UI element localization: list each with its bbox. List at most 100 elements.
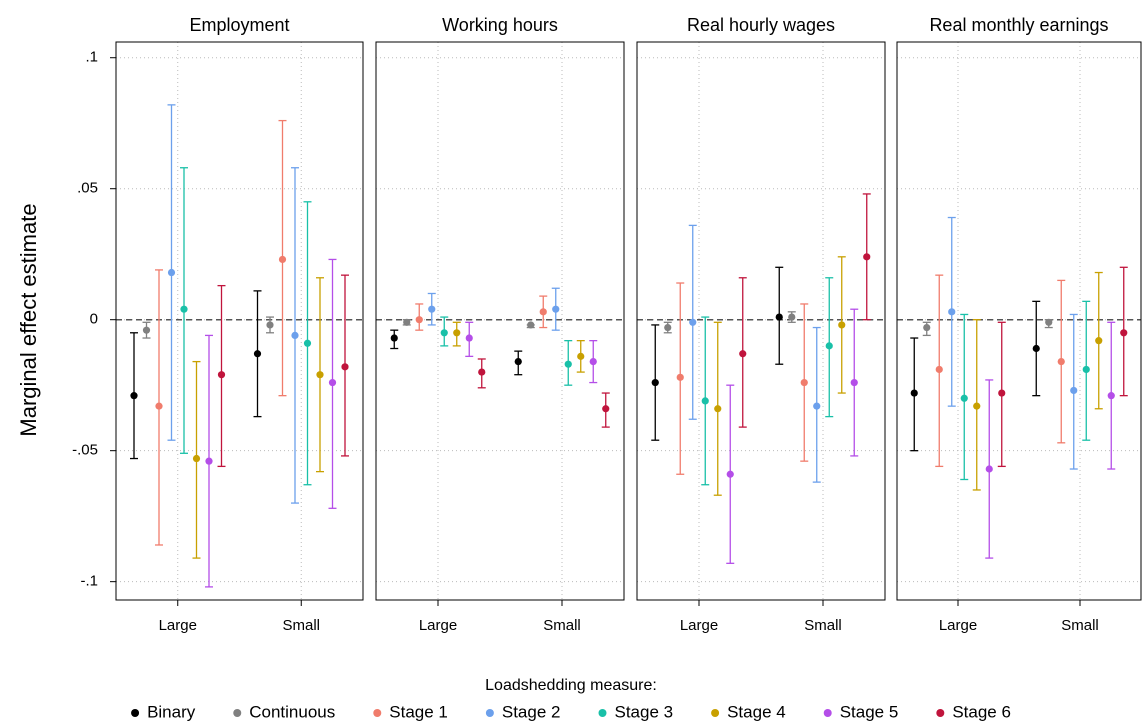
legend-marker bbox=[233, 709, 242, 717]
panel-title: Real monthly earnings bbox=[929, 15, 1108, 35]
point bbox=[328, 378, 337, 387]
panel-frame bbox=[115, 41, 364, 601]
point bbox=[415, 316, 423, 324]
panel-title: Real hourly wages bbox=[687, 15, 835, 35]
point bbox=[428, 305, 436, 313]
point bbox=[838, 321, 846, 329]
point bbox=[1107, 392, 1115, 400]
point bbox=[465, 334, 473, 342]
legend-label: Stage 2 bbox=[502, 702, 561, 721]
x-tick-label: Small bbox=[543, 617, 581, 634]
point bbox=[948, 308, 956, 316]
point bbox=[998, 389, 1006, 397]
point bbox=[192, 454, 201, 463]
point bbox=[291, 331, 299, 340]
panel-frame bbox=[375, 41, 625, 601]
y-tick-label: .05 bbox=[77, 180, 98, 197]
point bbox=[664, 323, 672, 332]
point bbox=[266, 321, 274, 329]
x-tick-label: Small bbox=[282, 617, 320, 634]
point bbox=[813, 402, 821, 410]
legend-marker bbox=[485, 709, 494, 717]
point bbox=[303, 339, 312, 347]
point bbox=[689, 318, 697, 326]
point bbox=[800, 378, 808, 387]
point bbox=[910, 389, 918, 397]
point bbox=[180, 305, 188, 313]
panel-frame bbox=[896, 41, 1142, 601]
x-tick-label: Large bbox=[159, 617, 197, 634]
legend-label: Stage 3 bbox=[614, 702, 673, 721]
legend-marker bbox=[373, 709, 382, 717]
legend-marker bbox=[131, 709, 140, 717]
point bbox=[453, 329, 461, 337]
point bbox=[714, 405, 722, 413]
y-tick-label: 0 bbox=[90, 311, 98, 328]
point bbox=[142, 326, 151, 334]
legend-marker bbox=[936, 709, 945, 717]
point bbox=[403, 318, 411, 326]
y-axis-label: Marginal effect estimate bbox=[16, 203, 41, 436]
point bbox=[130, 392, 138, 400]
legend-label: Stage 1 bbox=[389, 702, 448, 721]
point bbox=[985, 465, 993, 473]
point bbox=[960, 394, 968, 402]
point bbox=[155, 402, 163, 410]
point bbox=[514, 358, 522, 366]
x-tick-label: Large bbox=[680, 617, 718, 634]
point bbox=[589, 358, 597, 366]
y-tick-label: -.1 bbox=[80, 573, 98, 590]
legend-marker bbox=[598, 709, 607, 717]
y-tick-label: -.05 bbox=[72, 442, 98, 459]
point bbox=[316, 371, 324, 379]
legend-marker bbox=[711, 709, 720, 717]
point bbox=[341, 363, 349, 371]
point bbox=[863, 253, 871, 261]
point bbox=[1095, 337, 1103, 345]
point bbox=[577, 352, 585, 360]
point bbox=[205, 457, 213, 465]
point bbox=[850, 378, 858, 387]
point bbox=[278, 255, 287, 264]
point bbox=[651, 378, 659, 387]
legend-marker bbox=[823, 709, 832, 717]
point bbox=[527, 321, 535, 329]
point bbox=[825, 342, 833, 350]
point bbox=[739, 350, 747, 358]
point bbox=[602, 405, 610, 413]
legend-title: Loadshedding measure: bbox=[485, 677, 657, 694]
legend-label: Stage 5 bbox=[840, 702, 899, 721]
panel-title: Working hours bbox=[442, 15, 558, 35]
point bbox=[253, 350, 262, 358]
point bbox=[923, 323, 931, 332]
x-tick-label: Large bbox=[419, 617, 457, 634]
point bbox=[390, 334, 398, 342]
y-tick-label: .1 bbox=[85, 49, 98, 66]
point bbox=[552, 305, 560, 313]
point bbox=[478, 368, 486, 376]
point bbox=[1070, 386, 1078, 395]
x-tick-label: Large bbox=[939, 617, 977, 634]
point bbox=[726, 470, 734, 478]
x-tick-label: Small bbox=[1061, 617, 1099, 634]
point bbox=[775, 313, 783, 321]
legend-label: Binary bbox=[147, 702, 196, 721]
point bbox=[701, 397, 709, 405]
legend-label: Continuous bbox=[249, 702, 335, 721]
legend-label: Stage 4 bbox=[727, 702, 786, 721]
point bbox=[1032, 344, 1040, 353]
panel-frame bbox=[636, 41, 886, 601]
x-tick-label: Small bbox=[804, 617, 842, 634]
point bbox=[440, 329, 448, 337]
point bbox=[1082, 365, 1090, 374]
point bbox=[935, 365, 943, 374]
point bbox=[1120, 329, 1128, 337]
point bbox=[539, 308, 547, 316]
point bbox=[788, 313, 796, 321]
point bbox=[1045, 318, 1053, 326]
panel-title: Employment bbox=[189, 15, 289, 35]
legend-label: Stage 6 bbox=[952, 702, 1011, 721]
point bbox=[1057, 358, 1065, 366]
point bbox=[973, 402, 981, 410]
